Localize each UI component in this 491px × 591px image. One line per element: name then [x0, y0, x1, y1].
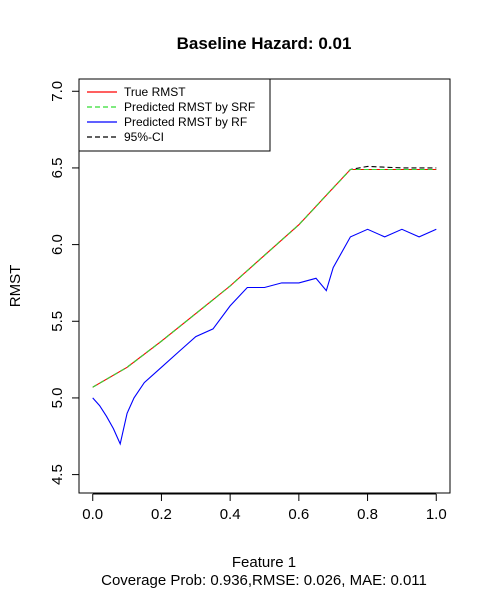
- y-tick-label: 5.0: [49, 388, 66, 409]
- y-axis-label: RMST: [7, 265, 24, 308]
- x-tick-label: 0.2: [151, 506, 172, 523]
- y-tick-label: 7.0: [49, 81, 66, 102]
- legend-entry: 95%-CI: [124, 130, 164, 144]
- legend-entry: Predicted RMST by RF: [124, 115, 247, 129]
- x-axis: 0.0 0.2 0.4 0.6 0.8 1.0: [82, 493, 447, 523]
- x-axis-label: Feature 1: [232, 554, 296, 571]
- legend-box: [78, 78, 271, 152]
- chart-subtitle: Coverage Prob: 0.936,RMSE: 0.026, MAE: 0…: [101, 572, 427, 589]
- legend-entry: True RMST: [124, 85, 186, 99]
- series-layer: [92, 165, 437, 446]
- x-tick-label: 0.8: [357, 506, 378, 523]
- x-tick-label: 1.0: [426, 506, 447, 523]
- y-tick-label: 6.0: [49, 234, 66, 255]
- x-tick-label: 0.6: [288, 506, 309, 523]
- series-line-2: [92, 228, 437, 446]
- series-line-0: [92, 168, 437, 388]
- x-tick-label: 0.4: [220, 506, 241, 523]
- y-tick-label: 6.5: [49, 158, 66, 179]
- series-line-1: [92, 168, 437, 388]
- y-axis: 4.5 5.0 5.5 6.0 6.5 7.0: [49, 81, 80, 485]
- chart-title: Baseline Hazard: 0.01: [177, 34, 352, 53]
- y-tick-label: 4.5: [49, 464, 66, 485]
- x-tick-label: 0.0: [82, 506, 103, 523]
- legend-entry: Predicted RMST by SRF: [124, 100, 255, 114]
- y-tick-label: 5.5: [49, 311, 66, 332]
